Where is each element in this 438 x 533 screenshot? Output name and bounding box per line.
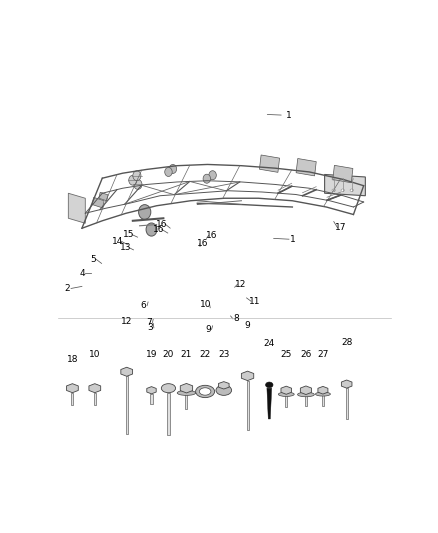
Polygon shape: [89, 384, 101, 393]
Polygon shape: [147, 386, 156, 394]
Bar: [126, 376, 128, 434]
Text: 9: 9: [245, 321, 251, 330]
Text: 3: 3: [148, 324, 153, 333]
Bar: [322, 394, 324, 406]
Ellipse shape: [278, 392, 294, 397]
Text: 11: 11: [249, 297, 260, 306]
Text: 20: 20: [163, 351, 174, 359]
Text: 10: 10: [89, 351, 101, 359]
Text: 8: 8: [233, 314, 239, 324]
Bar: [247, 381, 249, 430]
Ellipse shape: [161, 384, 176, 393]
Circle shape: [209, 171, 216, 180]
Circle shape: [134, 180, 142, 189]
Text: 16: 16: [206, 231, 218, 240]
Text: 15: 15: [123, 230, 134, 239]
Ellipse shape: [350, 177, 353, 180]
Text: 13: 13: [120, 244, 132, 252]
Bar: [167, 393, 170, 435]
Ellipse shape: [341, 189, 344, 191]
Circle shape: [146, 223, 157, 236]
Text: 2: 2: [65, 284, 71, 293]
Text: 9: 9: [205, 325, 211, 334]
Polygon shape: [121, 367, 133, 376]
Circle shape: [203, 174, 211, 183]
Polygon shape: [180, 383, 193, 393]
Ellipse shape: [196, 385, 215, 398]
Text: 4: 4: [79, 269, 85, 278]
Ellipse shape: [315, 392, 330, 396]
Text: 12: 12: [235, 280, 247, 289]
Polygon shape: [300, 386, 311, 394]
Bar: [305, 394, 307, 406]
Text: 1: 1: [290, 235, 295, 244]
Polygon shape: [219, 382, 229, 389]
Ellipse shape: [350, 189, 353, 191]
Ellipse shape: [332, 189, 336, 191]
Ellipse shape: [199, 388, 211, 395]
Text: 16: 16: [156, 220, 167, 229]
Ellipse shape: [297, 392, 314, 397]
Bar: [259, 155, 279, 172]
Bar: [346, 388, 348, 419]
Text: 12: 12: [121, 317, 132, 326]
Polygon shape: [325, 174, 365, 196]
Bar: [151, 394, 152, 404]
Ellipse shape: [265, 382, 273, 388]
Polygon shape: [267, 388, 272, 419]
Circle shape: [169, 165, 177, 173]
Text: 16: 16: [152, 225, 164, 234]
Bar: [185, 393, 187, 409]
Bar: [333, 165, 353, 183]
Circle shape: [129, 175, 137, 185]
Text: 16: 16: [198, 239, 209, 248]
Circle shape: [133, 171, 141, 181]
Circle shape: [138, 205, 151, 220]
Text: 21: 21: [181, 351, 192, 359]
Text: 19: 19: [146, 351, 157, 359]
Circle shape: [165, 167, 172, 176]
Polygon shape: [241, 371, 254, 381]
Text: 14: 14: [112, 237, 124, 246]
Ellipse shape: [332, 177, 336, 180]
Ellipse shape: [216, 385, 232, 395]
Text: 23: 23: [218, 351, 230, 359]
Bar: [285, 394, 287, 407]
Text: 7: 7: [146, 318, 152, 327]
Bar: [296, 158, 316, 176]
Bar: [92, 197, 104, 208]
Polygon shape: [281, 386, 292, 394]
Text: 25: 25: [281, 351, 292, 359]
Text: 6: 6: [141, 301, 147, 310]
Text: 24: 24: [264, 339, 275, 348]
Bar: [71, 393, 74, 405]
Polygon shape: [68, 193, 85, 223]
Bar: [94, 393, 96, 405]
Polygon shape: [318, 386, 328, 394]
Text: 26: 26: [300, 351, 311, 359]
Polygon shape: [67, 384, 78, 393]
Ellipse shape: [177, 391, 196, 395]
Text: 10: 10: [201, 300, 212, 309]
Bar: [99, 192, 108, 201]
Text: 22: 22: [199, 351, 211, 359]
Text: 18: 18: [67, 356, 78, 365]
Text: 1: 1: [267, 111, 292, 120]
Text: 5: 5: [90, 255, 95, 264]
Text: 27: 27: [317, 351, 328, 359]
Text: 17: 17: [335, 223, 346, 232]
Polygon shape: [341, 380, 352, 388]
Text: 28: 28: [341, 338, 352, 347]
Ellipse shape: [341, 177, 344, 180]
